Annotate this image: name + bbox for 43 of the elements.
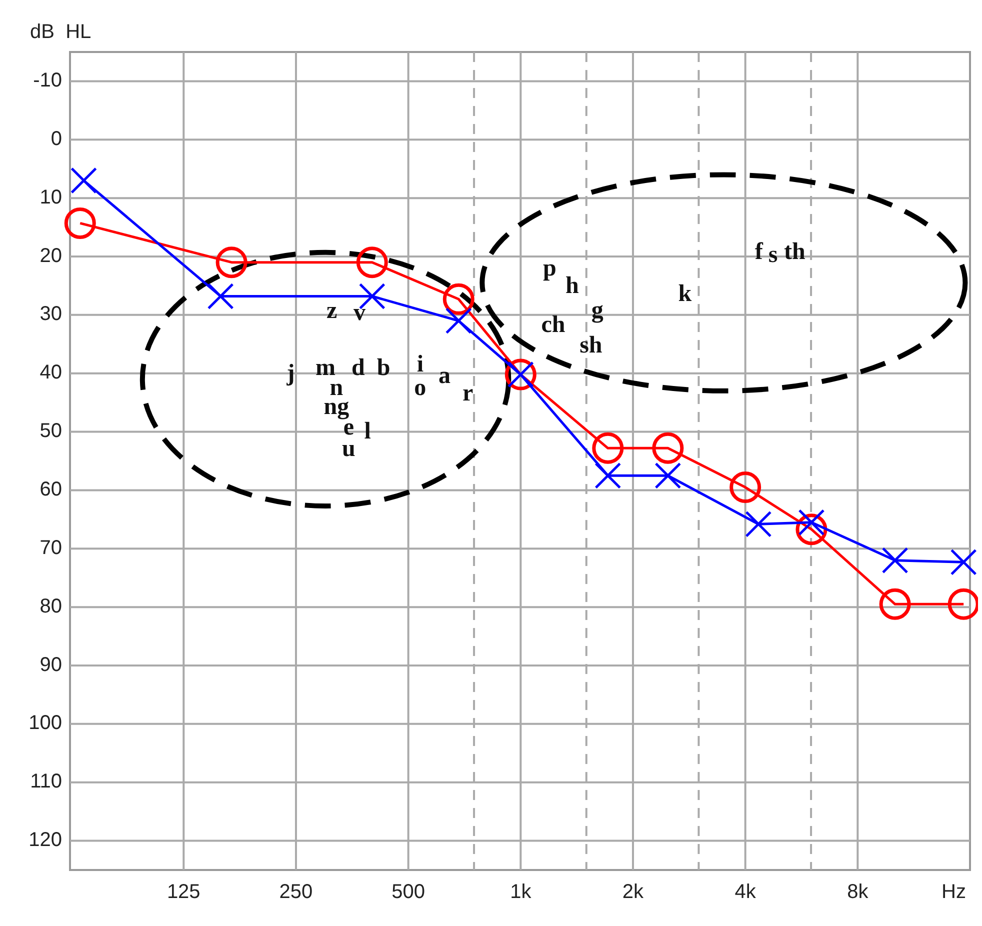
annotation: s (768, 242, 778, 268)
annotation: l (364, 418, 372, 444)
y-tick-label: 30 (40, 303, 62, 326)
annotation: th (784, 239, 806, 266)
y-tick-label: 0 (50, 128, 62, 150)
y-tick-label: 70 (40, 536, 62, 559)
x-tick-label: 2k (622, 881, 645, 903)
x-tick-label: 250 (279, 881, 313, 903)
annotation: u (342, 436, 356, 462)
annotation: o (414, 375, 426, 402)
annotation: g (591, 298, 604, 324)
y-tick-label: 110 (30, 770, 62, 793)
annotation: i (416, 351, 424, 378)
y-tick-label: 60 (40, 478, 62, 500)
y-tick-label: 10 (40, 186, 62, 208)
y-tick-label: 20 (40, 244, 62, 267)
x-tick-label: 125 (166, 881, 200, 903)
annotation: h (565, 272, 579, 299)
y-tick-label: 90 (40, 654, 62, 676)
annotation: j (286, 360, 295, 387)
annotation: ch (541, 312, 566, 338)
y-tick-label: 50 (40, 420, 62, 442)
annotation: d (352, 354, 366, 381)
annotation: z (326, 298, 338, 324)
annotation: p (542, 255, 556, 282)
x-tick-label: 1k (510, 881, 532, 903)
x-tick-label: 500 (392, 881, 425, 903)
y-tick-label: 80 (40, 595, 62, 618)
x-tick-label: 4k (734, 881, 757, 903)
annotation: k (678, 281, 692, 308)
y-tick-label: -10 (33, 69, 62, 92)
annotation: a (438, 362, 450, 389)
annotation: sh (580, 332, 602, 359)
annotation: v (354, 300, 366, 326)
annotation: r (462, 380, 474, 406)
annotation: b (376, 354, 390, 381)
annotation: f (754, 239, 764, 266)
x-tick-label: 8k (847, 881, 870, 903)
y-axis-title: dB HL (30, 21, 92, 43)
x-axis-title: Hz (942, 881, 966, 903)
y-tick-label: 120 (28, 829, 62, 852)
y-tick-label: 100 (28, 712, 62, 734)
y-tick-label: 40 (40, 362, 62, 384)
